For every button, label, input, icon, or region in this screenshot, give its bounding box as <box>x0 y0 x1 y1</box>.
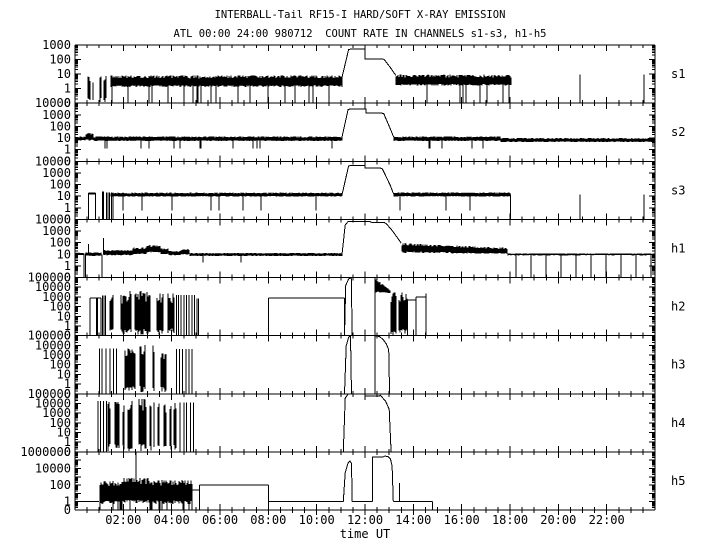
y-tick-label: 1 <box>64 82 71 96</box>
y-tick-label: 1 <box>64 259 71 273</box>
x-tick-label: 02:00 <box>105 513 141 527</box>
y-tick-label: 0 <box>64 212 71 226</box>
y-tick-label: 10000 <box>35 154 71 168</box>
x-tick-label: 18:00 <box>492 513 528 527</box>
y-tick-label: 1000 <box>42 224 71 238</box>
chart-subtitle: ATL 00:00 24:00 980712 COUNT RATE IN CHA… <box>173 28 547 40</box>
y-tick-label: 10 <box>57 67 71 81</box>
panel-label-h5: h5 <box>671 474 685 488</box>
panel-data-s2 <box>74 108 656 149</box>
y-tick-label: 10 <box>57 426 71 440</box>
panel-data-h2 <box>89 277 427 336</box>
y-tick-label: 1000 <box>42 406 71 420</box>
y-tick-label: 10000 <box>35 338 71 352</box>
x-tick-label: 04:00 <box>154 513 190 527</box>
x-tick-label: 06:00 <box>202 513 238 527</box>
y-tick-label: 1 <box>64 143 71 157</box>
y-tick-label: 100 <box>49 53 71 67</box>
chart-title: INTERBALL-Tail RF15-I HARD/SOFT X-RAY EM… <box>214 9 506 21</box>
panel-data-h1 <box>74 221 656 278</box>
y-tick-label: 100000 <box>28 329 71 343</box>
y-tick-label: 1 <box>64 495 71 509</box>
y-tick-label: 10 <box>57 189 71 203</box>
y-tick-label: 1000 <box>42 166 71 180</box>
y-tick-label: 1000000 <box>20 445 71 459</box>
x-tick-label: 10:00 <box>299 513 335 527</box>
y-tick-label: 1 <box>64 201 71 215</box>
x-tick-label: 08:00 <box>250 513 286 527</box>
y-tick-label: 0 <box>64 445 71 459</box>
y-tick-label: 100 <box>49 416 71 430</box>
y-tick-label: 1000 <box>42 348 71 362</box>
panel-label-h2: h2 <box>671 300 685 314</box>
y-tick-label: 100 <box>49 119 71 133</box>
y-tick-label: 0 <box>64 387 71 401</box>
x-tick-label: 20:00 <box>540 513 576 527</box>
x-tick-label: 12:00 <box>347 513 383 527</box>
y-tick-label: 100000 <box>28 271 71 285</box>
y-tick-label: 1 <box>64 319 71 333</box>
y-tick-label: 100 <box>49 478 71 492</box>
panel-data-h3 <box>99 334 391 394</box>
y-tick-label: 0 <box>64 96 71 110</box>
y-tick-label: 10000 <box>35 212 71 226</box>
panel-label-s2: s2 <box>671 125 685 139</box>
y-tick-label: 0 <box>64 329 71 343</box>
y-tick-label: 1000 <box>42 108 71 122</box>
y-tick-label: 10 <box>57 309 71 323</box>
y-tick-label: 10 <box>57 247 71 261</box>
y-tick-label: 10000 <box>35 96 71 110</box>
panel-data-h5 <box>75 451 434 510</box>
y-tick-label: 100 <box>49 178 71 192</box>
y-tick-label: 10000 <box>35 396 71 410</box>
y-tick-label: 100 <box>49 236 71 250</box>
panel-data-h4 <box>97 393 392 452</box>
y-tick-label: 1000 <box>42 290 71 304</box>
y-tick-label: 100 <box>49 300 71 314</box>
y-tick-label: 100 <box>49 358 71 372</box>
y-tick-label: 10 <box>57 131 71 145</box>
y-tick-label: 0 <box>64 271 71 285</box>
panel-label-h4: h4 <box>671 416 685 430</box>
y-tick-label: 1 <box>64 435 71 449</box>
y-tick-label: 10 <box>57 367 71 381</box>
x-tick-label: 16:00 <box>444 513 480 527</box>
x-axis-title: time UT <box>339 527 391 541</box>
y-tick-label: 0 <box>64 503 71 517</box>
y-tick-label: 10000 <box>35 280 71 294</box>
panel-label-h3: h3 <box>671 358 685 372</box>
x-tick-label: 14:00 <box>395 513 431 527</box>
panel-data-s1 <box>87 48 645 104</box>
y-tick-label: 0 <box>64 154 71 168</box>
y-tick-label: 10000 <box>35 462 71 476</box>
panel-data-s3 <box>87 165 645 220</box>
panel-label-s1: s1 <box>671 67 685 81</box>
panel-label-h1: h1 <box>671 241 685 255</box>
y-tick-label: 1 <box>64 377 71 391</box>
x-tick-label: 22:00 <box>589 513 625 527</box>
axes <box>74 44 656 515</box>
y-tick-label: 100000 <box>28 387 71 401</box>
y-tick-label: 1000 <box>42 38 71 52</box>
panel-label-s3: s3 <box>671 183 685 197</box>
